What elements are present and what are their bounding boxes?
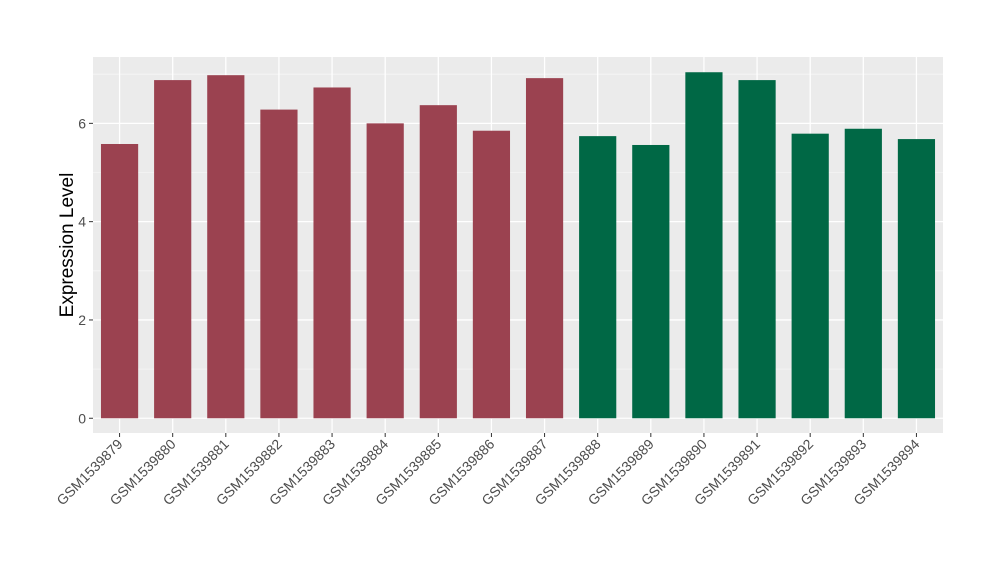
- y-axis: 0 2 4 6: [78, 115, 93, 426]
- bar-GSM1539883: [313, 87, 351, 419]
- bar-GSM1539893: [844, 128, 882, 419]
- bar-GSM1539892: [791, 133, 829, 419]
- bar-GSM1539879: [100, 143, 139, 419]
- y-tick-label: 2: [78, 312, 86, 328]
- bar-GSM1539884: [366, 123, 404, 419]
- bar-GSM1539888: [579, 136, 617, 419]
- bar-GSM1539887: [525, 78, 564, 419]
- x-axis: GSM1539879GSM1539880GSM1539881GSM1539882…: [53, 433, 923, 508]
- y-tick-label: 6: [78, 115, 86, 131]
- bar-GSM1539886: [472, 130, 511, 419]
- bar-GSM1539889: [632, 144, 670, 419]
- bar-GSM1539881: [207, 75, 245, 419]
- y-tick-label: 0: [78, 410, 86, 426]
- bar-GSM1539890: [685, 72, 723, 419]
- bar-GSM1539894: [897, 139, 936, 419]
- bar-GSM1539880: [154, 80, 192, 419]
- y-tick-label: 4: [78, 214, 86, 230]
- bar-GSM1539885: [419, 105, 457, 419]
- bar-GSM1539891: [738, 80, 776, 419]
- bars: [100, 72, 936, 419]
- y-axis-title: Expression Level: [57, 173, 78, 318]
- bar-GSM1539882: [260, 109, 298, 419]
